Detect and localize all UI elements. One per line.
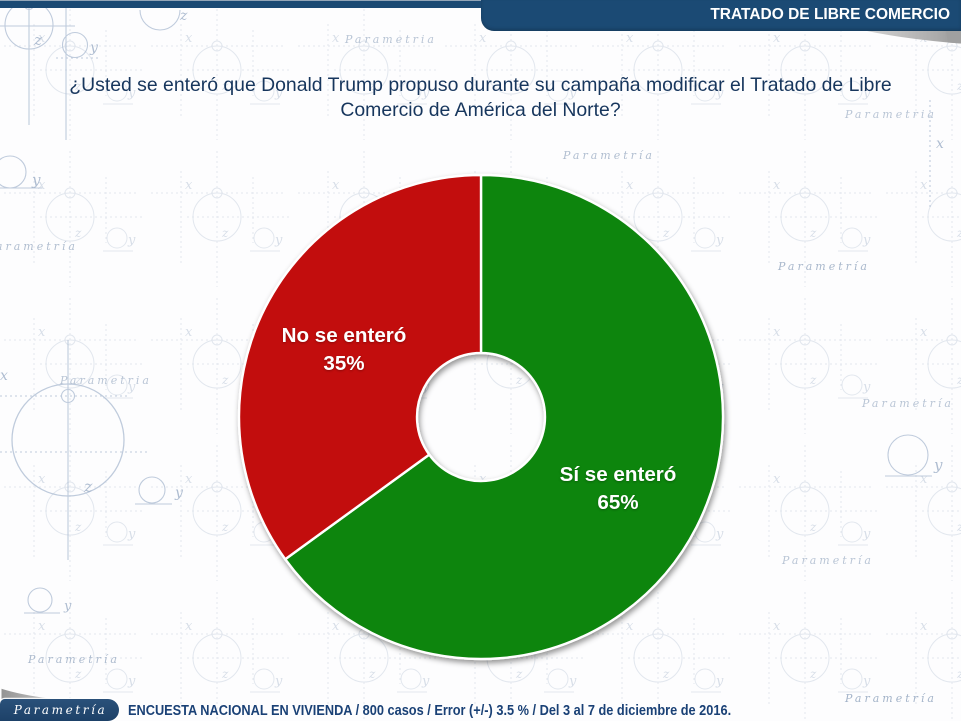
watermark-letter-x: x <box>0 368 8 384</box>
watermark-letter-z: z <box>83 477 93 496</box>
watermark-word: Parametría <box>0 240 78 253</box>
watermark-word: Parametria <box>844 108 937 121</box>
footer-watermark-word: Parametría <box>845 692 937 705</box>
watermark-letter-y: y <box>174 485 184 501</box>
watermark-letter-y: y <box>933 456 943 474</box>
watermark-letter-z: z <box>33 31 42 49</box>
watermark-word: Parametria <box>344 33 437 46</box>
footer-ribbon-fold <box>1 688 50 700</box>
question-line1: ¿Usted se enteró que Donald Trump propus… <box>69 74 892 96</box>
footer-caption: ENCUESTA NACIONAL EN VIVIENDA / 800 caso… <box>128 703 732 719</box>
watermark-accent-sketch <box>0 0 932 614</box>
watermark-word: Parametría <box>562 149 655 162</box>
label-no-name: No se enteró <box>281 324 407 347</box>
watermark-word: Parametría <box>781 554 874 567</box>
watermark-letter-x: x <box>936 136 944 152</box>
watermark-word: Parametria <box>59 374 152 387</box>
label-si-se-entero: Sí se enteró 65% <box>560 461 677 517</box>
slice-si-se-entero[interactable] <box>284 173 725 661</box>
watermark-accent-letters: z y z y z x y x y y <box>0 8 944 614</box>
header-band: TRATADO DE LIBRE COMERCIO <box>481 0 961 31</box>
watermark-letter-y: y <box>63 599 72 614</box>
slice-no-se-entero[interactable] <box>237 173 483 561</box>
watermark-words: Parametria Parametría Parametría Paramet… <box>0 33 954 666</box>
header-title: TRATADO DE LIBRE COMERCIO <box>710 6 950 24</box>
watermark-word: Parametría <box>861 397 954 410</box>
parametria-logo: Parametría <box>0 699 119 721</box>
question-line2: Comercio de América del Norte? <box>340 99 621 121</box>
watermark-word: Parametría <box>777 260 870 273</box>
watermark-word: Parametría <box>27 653 120 666</box>
label-no-se-entero: No se enteró 35% <box>282 322 407 378</box>
label-no-value: 35% <box>323 352 365 375</box>
watermark-letter-y: y <box>89 40 99 56</box>
header-strip <box>0 0 961 8</box>
watermark-letter-y: y <box>31 171 41 189</box>
header-ribbon-fold <box>867 31 961 44</box>
watermark-letter-z: z <box>179 8 188 24</box>
label-si-name: Sí se enteró <box>559 463 677 486</box>
label-si-value: 65% <box>597 491 639 514</box>
parametria-logo-text: Parametría <box>13 703 108 717</box>
question-title: ¿Usted se enteró que Donald Trump propus… <box>0 73 961 123</box>
